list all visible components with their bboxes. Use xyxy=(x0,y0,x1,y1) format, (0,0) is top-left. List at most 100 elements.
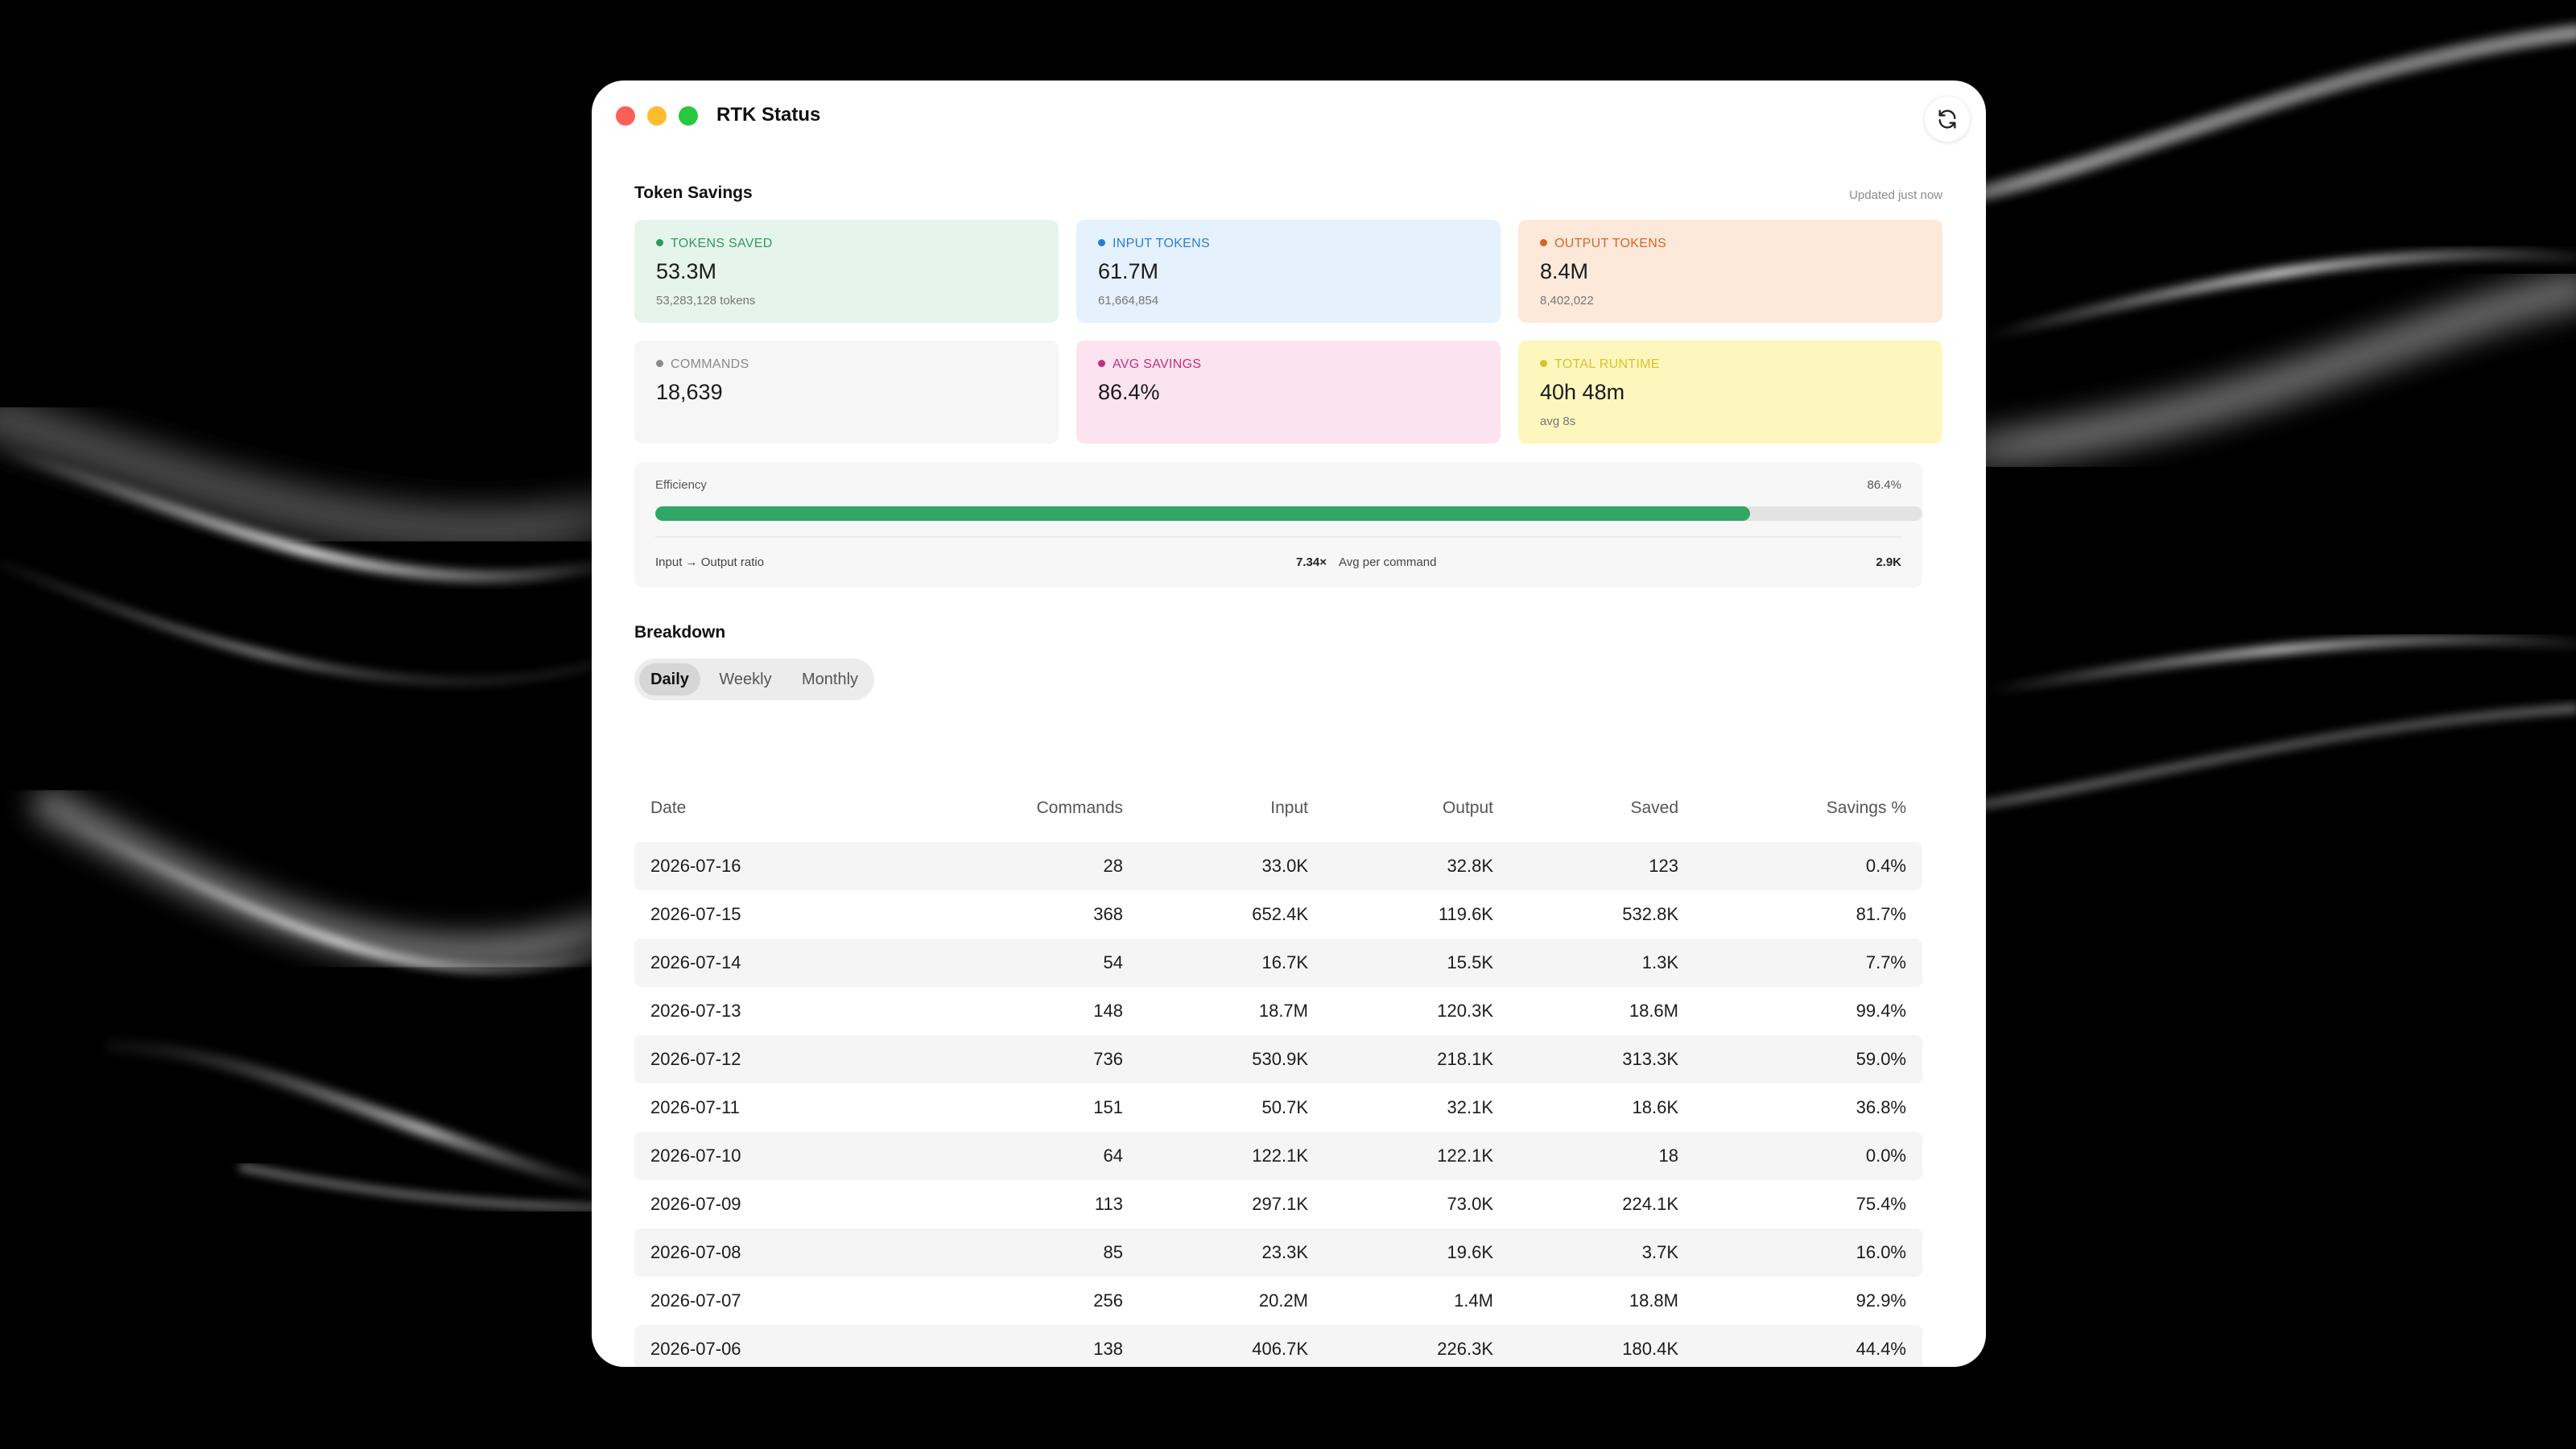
cell-saved: 1.3K xyxy=(1641,952,1678,972)
table-row: 2026-07-07 256 20.2M 1.4M 18.8M 92.9% xyxy=(634,1277,1922,1325)
stat-card-label: TOTAL RUNTIME xyxy=(1540,357,1660,372)
stat-card-subtext: avg 8s xyxy=(1540,415,1576,428)
cell-saved: 18.8M xyxy=(1629,1290,1678,1311)
stat-card-label-text: TOTAL RUNTIME xyxy=(1554,357,1660,371)
divider xyxy=(655,536,1901,538)
table-row: 2026-07-06 138 406.7K 226.3K 180.4K 44.4% xyxy=(634,1325,1922,1367)
stat-card-commands: COMMANDS 18,639 xyxy=(634,341,1059,444)
table-row: 2026-07-10 64 122.1K 122.1K 18 0.0% xyxy=(634,1132,1922,1180)
column-header-date[interactable]: Date xyxy=(650,799,687,817)
cell-input: 122.1K xyxy=(1252,1146,1308,1166)
cell-commands: 85 xyxy=(1103,1242,1123,1262)
cell-saved: 18.6K xyxy=(1632,1097,1679,1117)
stat-card-label: INPUT TOKENS xyxy=(1098,237,1210,251)
cell-saved: 18.6M xyxy=(1629,1001,1678,1021)
table-row: 2026-07-13 148 18.7M 120.3K 18.6M 99.4% xyxy=(634,987,1922,1035)
cell-input: 297.1K xyxy=(1252,1194,1308,1214)
close-window-button[interactable] xyxy=(616,106,635,126)
table-row: 2026-07-11 151 50.7K 32.1K 18.6K 36.8% xyxy=(634,1084,1922,1132)
minimize-window-button[interactable] xyxy=(647,106,667,126)
cell-input: 406.7K xyxy=(1252,1339,1308,1359)
stat-card-label: AVG SAVINGS xyxy=(1098,357,1201,372)
avg-per-command-value: 2.9K xyxy=(1876,555,1901,569)
stat-card-label-text: INPUT TOKENS xyxy=(1113,237,1210,250)
table-body: 2026-07-16 28 33.0K 32.8K 123 0.4% 2026-07-15 3… xyxy=(634,842,1922,1367)
cell-output: 19.6K xyxy=(1447,1242,1494,1262)
cell-savings-percent: 44.4% xyxy=(1856,1339,1906,1359)
stat-card-label-text: TOKENS SAVED xyxy=(671,237,773,250)
cell-input: 530.9K xyxy=(1252,1049,1308,1069)
cell-commands: 138 xyxy=(1093,1339,1123,1359)
cell-savings-percent: 36.8% xyxy=(1856,1097,1906,1117)
stat-card-label: OUTPUT TOKENS xyxy=(1540,237,1666,251)
cell-output: 226.3K xyxy=(1437,1339,1493,1359)
efficiency-progress-bar xyxy=(655,506,1922,521)
column-header-output[interactable]: Output xyxy=(1442,799,1493,817)
cell-output: 122.1K xyxy=(1437,1146,1493,1166)
token-savings-heading: Token Savings xyxy=(634,184,753,202)
efficiency-percent: 86.4% xyxy=(1867,478,1901,492)
cell-output: 119.6K xyxy=(1438,904,1493,924)
refresh-button[interactable] xyxy=(1925,97,1970,142)
cell-input: 652.4K xyxy=(1252,904,1308,924)
cell-output: 1.4M xyxy=(1454,1290,1493,1311)
cell-date: 2026-07-14 xyxy=(650,952,741,972)
cell-date: 2026-07-09 xyxy=(650,1194,741,1214)
stat-card-label-text: COMMANDS xyxy=(671,357,749,371)
cell-saved: 123 xyxy=(1649,856,1678,876)
efficiency-panel: Efficiency 86.4% Input → Output ratio 7.… xyxy=(634,462,1922,588)
window-title: RTK Status xyxy=(716,104,821,126)
tab-monthly[interactable]: Monthly xyxy=(801,671,859,688)
cell-input: 33.0K xyxy=(1261,856,1309,876)
stat-card-label: TOKENS SAVED xyxy=(656,237,773,251)
breakdown-table: Date Commands Input Output Saved Savings % 20… xyxy=(634,791,1922,1367)
cell-savings-percent: 0.0% xyxy=(1865,1146,1906,1166)
status-dot-icon xyxy=(656,360,663,367)
column-header-savings-percent[interactable]: Savings % xyxy=(1826,799,1906,817)
cell-saved: 532.8K xyxy=(1622,904,1678,924)
cell-commands: 64 xyxy=(1103,1146,1123,1166)
cell-date: 2026-07-15 xyxy=(650,904,741,924)
cell-date: 2026-07-16 xyxy=(650,856,741,876)
table-row: 2026-07-16 28 33.0K 32.8K 123 0.4% xyxy=(634,842,1922,890)
cell-savings-percent: 0.4% xyxy=(1865,856,1906,876)
title-bar: RTK Status xyxy=(592,80,1986,151)
period-segmented-control: Daily Weekly Monthly xyxy=(634,658,874,700)
column-header-saved[interactable]: Saved xyxy=(1630,799,1678,817)
table-row: 2026-07-12 736 530.9K 218.1K 313.3K 59.0% xyxy=(634,1035,1922,1084)
zoom-window-button[interactable] xyxy=(679,106,698,126)
status-dot-icon xyxy=(1540,360,1547,367)
cell-savings-percent: 81.7% xyxy=(1856,904,1906,924)
cell-saved: 180.4K xyxy=(1622,1339,1678,1359)
status-dot-icon xyxy=(1098,239,1105,246)
cell-commands: 736 xyxy=(1093,1049,1123,1069)
status-dot-icon xyxy=(1540,239,1547,246)
cell-input: 23.3K xyxy=(1261,1242,1309,1262)
column-header-commands[interactable]: Commands xyxy=(1036,799,1123,817)
stat-card-value: 61.7M xyxy=(1098,259,1159,283)
cell-commands: 113 xyxy=(1094,1194,1123,1214)
cell-input: 16.7K xyxy=(1261,952,1309,972)
tab-daily[interactable]: Daily xyxy=(639,663,700,696)
stat-card-value: 18,639 xyxy=(656,380,723,404)
stat-card-value: 53.3M xyxy=(656,259,717,283)
stat-card-label-text: AVG SAVINGS xyxy=(1113,357,1202,371)
stat-card-input-tokens: INPUT TOKENS 61.7M 61,664,854 xyxy=(1076,220,1501,323)
tab-weekly[interactable]: Weekly xyxy=(719,671,772,688)
status-dot-icon xyxy=(656,239,663,246)
stat-card-label-text: OUTPUT TOKENS xyxy=(1554,237,1667,250)
cell-savings-percent: 16.0% xyxy=(1856,1242,1906,1262)
cell-date: 2026-07-08 xyxy=(650,1242,741,1262)
stat-card-label: COMMANDS xyxy=(656,357,749,372)
cell-commands: 28 xyxy=(1103,856,1123,876)
table-row: 2026-07-14 54 16.7K 15.5K 1.3K 7.7% xyxy=(634,939,1922,987)
column-header-input[interactable]: Input xyxy=(1270,799,1308,817)
stat-card-total-runtime: TOTAL RUNTIME 40h 48m avg 8s xyxy=(1518,341,1942,444)
stat-card-value: 86.4% xyxy=(1098,380,1160,404)
cell-date: 2026-07-07 xyxy=(650,1290,741,1311)
stat-card-avg-savings: AVG SAVINGS 86.4% xyxy=(1076,341,1501,444)
cell-commands: 368 xyxy=(1093,904,1123,924)
cell-commands: 151 xyxy=(1093,1097,1123,1117)
cell-output: 218.1K xyxy=(1437,1049,1493,1069)
cell-commands: 256 xyxy=(1093,1290,1123,1311)
